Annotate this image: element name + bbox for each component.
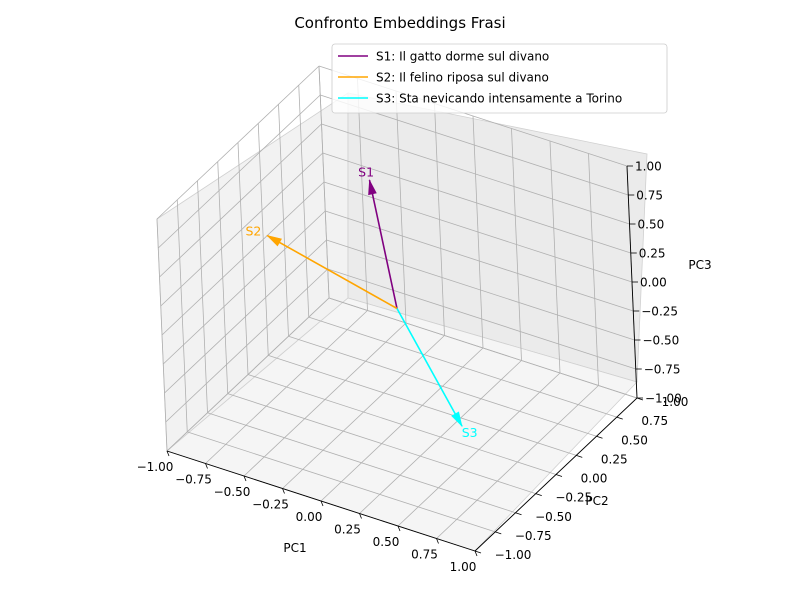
legend-label-s3: S3: Sta nevicando intensamente a Torino: [376, 92, 622, 106]
y-tick-label: −1.00: [495, 548, 532, 562]
chart-title: Confronto Embeddings Frasi: [294, 14, 505, 32]
legend-box: [331, 43, 668, 114]
x-tick-label: −1.00: [137, 460, 174, 474]
y-tick-label: 1.00: [662, 395, 689, 409]
grid-line-floor-y: [288, 335, 597, 437]
grid-line-left-z: [161, 181, 325, 336]
y-tick-mark: [616, 416, 623, 420]
z-tick-label: −0.25: [641, 305, 678, 319]
vector-arrowhead-s2: [266, 235, 282, 247]
x-tick-label: 0.00: [296, 510, 323, 524]
z-tick-label: 0.25: [639, 247, 666, 261]
y-tick-mark: [495, 531, 502, 535]
y-tick-mark: [535, 493, 542, 497]
y-tick-mark: [576, 454, 583, 458]
vector-s2: [266, 234, 398, 310]
z-tick-label: −0.50: [643, 334, 680, 348]
legend-label-s2: S2: Il felino riposa sul divano: [376, 71, 549, 85]
grid-line-floor-y: [268, 354, 577, 456]
grid-line-back-x: [549, 140, 561, 374]
grid-lines: [156, 65, 638, 552]
x-tick-label: 1.00: [450, 560, 477, 574]
vector-s1: [368, 179, 398, 309]
y-tick-label: 0.00: [581, 472, 608, 486]
y-axis-label: PC2: [585, 494, 608, 508]
grid-line-left-z: [157, 94, 321, 249]
z-tick-label: −0.75: [644, 363, 681, 377]
z-tick-label: −1.00: [645, 392, 682, 406]
y-tick-mark: [555, 474, 563, 477]
grid-line-floor-x: [436, 385, 599, 539]
grid-line-left-z: [160, 152, 324, 307]
z-tick-label: 1.00: [635, 160, 662, 174]
y-tick-label: −0.50: [535, 510, 572, 524]
vector-arrowhead-s1: [368, 179, 377, 196]
y-tick-label: 0.50: [621, 433, 648, 447]
axes: −1.00−0.75−0.50−0.250.000.250.500.751.00…: [137, 160, 689, 575]
grid-line-floor-x: [397, 372, 561, 527]
vector-label-s1: S1: [358, 164, 374, 179]
grid-line-back-z: [321, 123, 630, 225]
vectors: S1 S2 S3: [245, 164, 477, 440]
x-tick-label: 0.50: [373, 535, 400, 549]
vector-arrowhead-s3: [451, 411, 463, 428]
grid-line-floor-y: [308, 316, 617, 418]
x-tick-label: −0.50: [214, 485, 251, 499]
z-tick-label: 0.50: [638, 218, 665, 232]
vector-s3: [396, 308, 463, 427]
legend-label-s1: S1: Il gatto dorme sul divano: [376, 50, 549, 64]
x-tick-mark: [166, 450, 170, 457]
y-tick-label: −0.75: [515, 529, 552, 543]
vector-label-s2: S2: [245, 224, 261, 239]
legend: S1: Il gatto dorme sul divano S2: Il fel…: [331, 43, 668, 114]
y-tick-label: −0.25: [555, 491, 592, 505]
grid-line-floor-y: [328, 297, 638, 399]
x-tick-label: 0.25: [334, 523, 361, 537]
z-tick-label: 0.75: [636, 189, 663, 203]
grid-line-left-y: [257, 123, 269, 356]
x-tick-mark: [359, 513, 362, 519]
grid-line-left-z: [159, 123, 322, 278]
x-tick-mark: [320, 500, 324, 507]
grid-line-left-y: [278, 104, 289, 337]
grid-line-back-z: [322, 152, 631, 254]
x-tick-mark: [243, 475, 247, 482]
y-tick-mark: [596, 435, 603, 439]
vector-label-s3: S3: [462, 425, 478, 440]
y-tick-mark: [515, 512, 522, 516]
grid-line-left-z: [156, 65, 320, 220]
x-tick-label: 0.75: [411, 548, 438, 562]
grid-line-back-z: [323, 181, 633, 283]
y-tick-label: 0.75: [641, 414, 668, 428]
x-tick-label: −0.25: [252, 498, 289, 512]
grid-line-floor-x: [359, 360, 522, 514]
x-tick-label: −0.75: [175, 473, 212, 487]
y-tick-mark: [474, 550, 482, 554]
y-tick-label: 0.25: [601, 452, 628, 466]
grid-line-left-y: [318, 65, 330, 299]
grid-line-back-x: [588, 153, 599, 386]
x-tick-mark: [205, 463, 208, 469]
x-axis-label: PC1: [283, 541, 306, 555]
x-tick-mark: [436, 538, 439, 544]
z-tick-label: 0.00: [640, 276, 667, 290]
grid-line-left-y: [298, 85, 310, 318]
x-tick-mark: [397, 525, 401, 532]
grid-line-floor-y: [247, 374, 557, 475]
z-axis-label: PC3: [688, 258, 711, 272]
x-tick-mark: [282, 488, 285, 494]
grid-line-back-x: [511, 128, 522, 361]
x-tick-mark: [474, 550, 478, 557]
